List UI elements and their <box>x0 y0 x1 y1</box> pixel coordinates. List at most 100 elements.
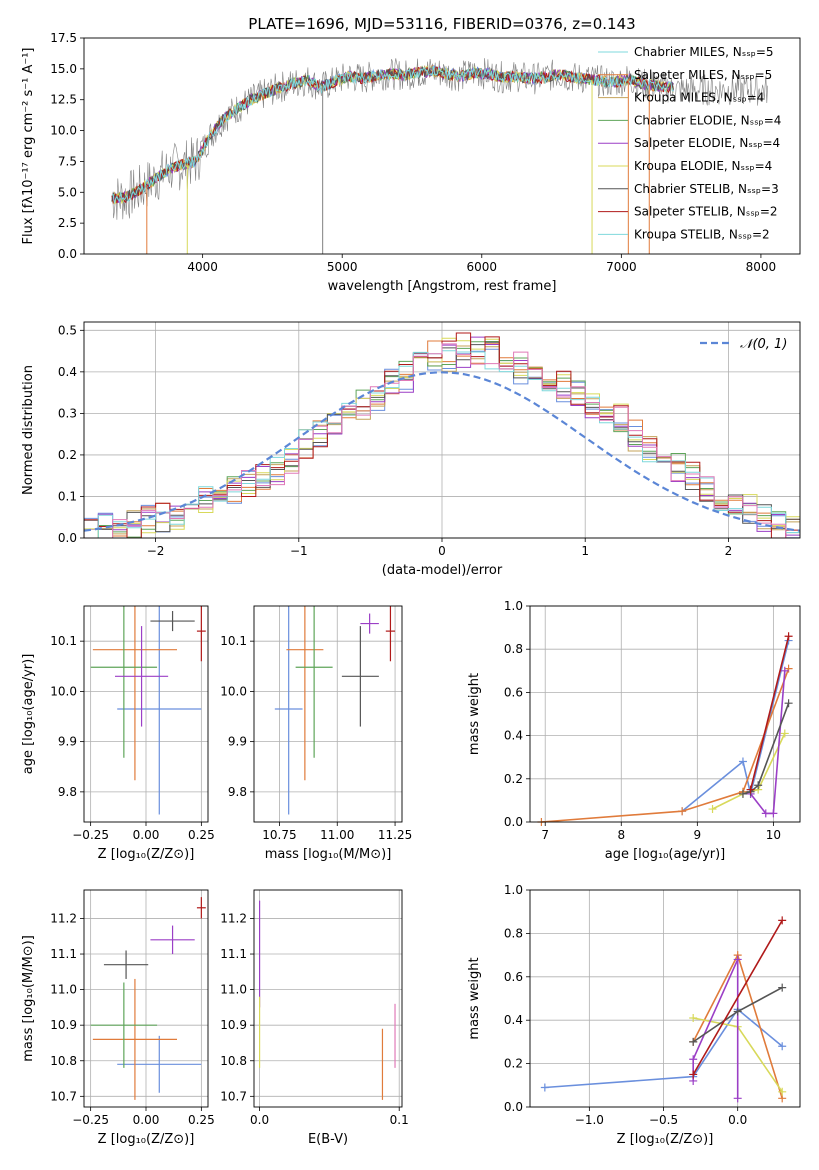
y-tick-label: 2.5 <box>58 216 77 230</box>
x-tick-label: 0.00 <box>133 828 160 842</box>
weight-series-0 <box>681 640 790 812</box>
x-tick-label: 11.25 <box>378 828 412 842</box>
x-tick-label: 0.00 <box>133 1113 160 1127</box>
weight-marker <box>689 1037 698 1046</box>
x-tick-label: 0.0 <box>728 1113 747 1127</box>
y-tick-label: 11.0 <box>220 983 247 997</box>
x-tick-label: 8000 <box>746 260 777 274</box>
axes-frame <box>253 889 403 1108</box>
weight-lines <box>540 916 787 1103</box>
axes-frame <box>253 605 403 823</box>
y-tick-label: 0.5 <box>58 323 77 337</box>
y-tick-label: 15.0 <box>50 62 77 76</box>
mass-vs-EBV-panel: 0.0 0.1 10.7 10.8 10.9 11.0 11.1 11.2 E(B-V) <box>220 889 409 1147</box>
y-axis-label: age [log₁₀(age/yr)] <box>21 654 36 775</box>
y-tick-label: 1.0 <box>504 883 523 897</box>
x-tick-label: 2 <box>725 544 733 558</box>
y-tick-label: 17.5 <box>50 31 77 45</box>
y-tick-label: 0.6 <box>504 685 523 699</box>
y-tick-label: 9.8 <box>58 785 77 799</box>
y-tick-label: 10.9 <box>220 1018 247 1032</box>
x-tick-label: 9 <box>694 828 702 842</box>
y-tick-label: 10.8 <box>50 1054 77 1068</box>
age-vs-Z-panel: −0.25 0.00 0.25 9.8 9.9 10.0 10.1 Z [log₁₀(Z/Z⊙… <box>21 605 215 862</box>
weight-marker <box>733 1094 742 1103</box>
y-axis-label: Flux [fλ10⁻¹⁷ erg cm⁻² s⁻¹ A⁻¹] <box>21 48 36 245</box>
weight-marker <box>780 666 789 675</box>
x-tick-label: −0.5 <box>649 1113 678 1127</box>
weight-series-5 <box>692 919 783 1075</box>
y-tick-label: 10.7 <box>220 1089 247 1103</box>
y-tick-label: 5.0 <box>58 185 77 199</box>
weight-marker <box>689 1055 698 1064</box>
weight-marker <box>689 1014 698 1023</box>
weight-marker <box>746 785 755 794</box>
weight-lines <box>537 632 793 826</box>
y-tick-label: 0.4 <box>504 1013 523 1027</box>
y-tick-label: 0.0 <box>504 815 523 829</box>
weight-marker <box>738 789 747 798</box>
weight-marker <box>780 729 789 738</box>
weight-series-4 <box>742 702 790 795</box>
weight-marker <box>784 632 793 641</box>
x-tick-label: 0 <box>438 544 446 558</box>
y-tick-label: 0.4 <box>504 729 523 743</box>
y-tick-label: 9.8 <box>228 785 247 799</box>
x-tick-label: 10 <box>766 828 781 842</box>
weight-marker <box>778 983 787 992</box>
weight-marker <box>738 757 747 766</box>
y-tick-label: 1.0 <box>504 599 523 613</box>
y-tick-label: 0.8 <box>504 926 523 940</box>
y-tick-label: 10.0 <box>50 124 77 138</box>
x-tick-label: −2 <box>147 544 165 558</box>
error-bars <box>90 606 206 815</box>
x-axis-label: Z [log₁₀(Z/Z⊙)] <box>617 1132 714 1147</box>
legend-label: Chabrier MILES, Nₛₛₚ=5 <box>634 45 774 59</box>
axes-frame <box>529 605 801 823</box>
x-tick-label: −1.0 <box>575 1113 604 1127</box>
residual-panel: −2 −1 0 1 2 0.0 0.1 0.2 0.3 0.4 0.5 (data-model)/er… <box>21 321 801 578</box>
weight-vs-age-panel: 7 8 9 10 0.0 0.2 0.4 0.6 0.8 1.0 age [log₁₀(age/yr… <box>467 599 801 862</box>
y-axis-label: mass weight <box>467 957 482 1039</box>
legend-label: 𝒩(0, 1) <box>740 337 787 352</box>
spectrum-legend: Chabrier MILES, Nₛₛₚ=5 Salpeter MILES, Nₛ… <box>598 45 781 241</box>
axes-frame <box>529 889 801 1108</box>
model-spectrum-7 <box>111 66 674 201</box>
y-tick-label: 0.0 <box>504 1100 523 1114</box>
y-tick-label: 10.1 <box>220 634 247 648</box>
x-axis-label: (data-model)/error <box>382 563 503 578</box>
y-tick-label: 10.0 <box>220 684 247 698</box>
x-tick-label: 0.25 <box>188 828 215 842</box>
legend-label: Kroupa STELIB, Nₛₛₚ=2 <box>634 227 770 241</box>
histogram-series-2 <box>84 345 800 538</box>
y-tick-label: 10.7 <box>50 1089 77 1103</box>
y-tick-label: 0.2 <box>504 1057 523 1071</box>
x-tick-label: 7 <box>541 828 549 842</box>
x-tick-label: 0.0 <box>250 1113 269 1127</box>
x-tick-label: 7000 <box>606 260 637 274</box>
y-axis-label: mass [log₁₀(M/M⊙)] <box>21 935 36 1062</box>
chart-title: PLATE=1696, MJD=53116, FIBERID=0376, z=0… <box>248 15 635 33</box>
y-tick-label: 11.2 <box>50 911 77 925</box>
legend-label: Salpeter ELODIE, Nₛₛₚ=4 <box>634 136 780 150</box>
y-tick-label: 7.5 <box>58 154 77 168</box>
weight-series-1 <box>541 668 790 823</box>
histogram-series-5 <box>84 337 800 538</box>
weight-series-3 <box>692 959 739 1099</box>
y-tick-label: 0.3 <box>58 406 77 420</box>
weight-marker <box>784 664 793 673</box>
age-vs-mass-panel: 10.75 11.00 11.25 9.8 9.9 10.0 10.1 mass [log₁₀… <box>220 605 412 862</box>
error-bars <box>90 897 206 1100</box>
y-tick-label: 10.0 <box>50 684 77 698</box>
legend-label: Chabrier ELODIE, Nₛₛₚ=4 <box>634 113 781 127</box>
model-spectrum-2 <box>111 64 674 201</box>
y-tick-label: 10.1 <box>50 634 77 648</box>
x-tick-label: −0.25 <box>72 1113 109 1127</box>
weight-marker <box>761 809 770 818</box>
legend-label: Salpeter STELIB, Nₛₛₚ=2 <box>634 205 778 219</box>
model-spectrum-8 <box>111 65 674 204</box>
y-tick-label: 0.8 <box>504 642 523 656</box>
x-tick-label: −1 <box>290 544 308 558</box>
x-tick-label: 0.1 <box>390 1113 409 1127</box>
